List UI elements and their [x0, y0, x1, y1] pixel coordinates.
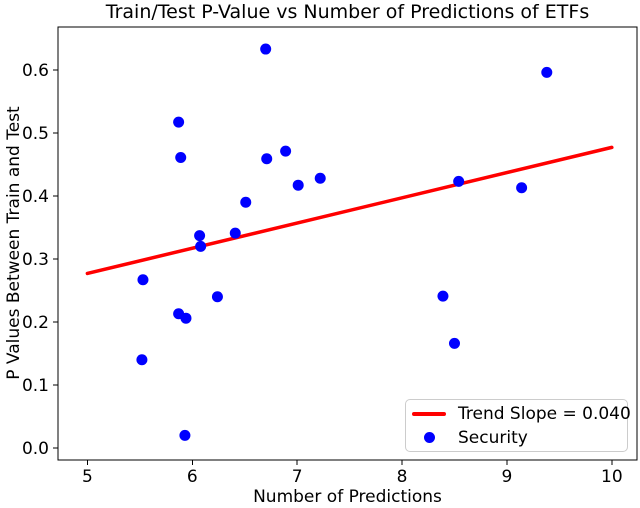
y-tick-label: 0.5 — [22, 124, 49, 144]
scatter-point — [175, 151, 187, 163]
x-tick-label: 6 — [187, 467, 198, 487]
scatter-point — [314, 172, 326, 184]
x-axis-label: Number of Predictions — [253, 487, 442, 507]
y-tick-label: 0.6 — [22, 61, 49, 81]
scatter-point — [453, 175, 465, 187]
legend-item-trend: Trend Slope = 0.040 — [412, 402, 631, 426]
plot-frame — [57, 26, 638, 461]
scatter-point — [260, 43, 272, 55]
x-tick-label: 10 — [601, 467, 623, 487]
trend-line — [85, 145, 614, 276]
scatter-point — [136, 354, 148, 366]
scatter-point — [137, 274, 149, 286]
scatter-point — [211, 291, 223, 303]
y-tick-label: 0.1 — [22, 376, 49, 396]
x-tick-label: 5 — [82, 467, 93, 487]
scatter-point — [292, 179, 304, 191]
scatter-point — [195, 240, 207, 252]
legend-label-security: Security — [458, 427, 528, 448]
scatter-point — [280, 145, 292, 157]
scatter-point — [180, 312, 192, 324]
security-marker-swatch — [423, 432, 435, 443]
scatter-point — [173, 116, 185, 128]
y-tick-label: 0.4 — [22, 187, 49, 207]
scatter-point — [229, 227, 241, 239]
y-tick-label: 0.2 — [22, 313, 49, 333]
legend-item-security: Security — [412, 426, 627, 450]
legend-label-trend: Trend Slope = 0.040 — [458, 403, 631, 424]
scatter-point — [261, 153, 273, 165]
x-tick-label: 9 — [502, 467, 513, 487]
x-tick-label: 7 — [292, 467, 303, 487]
scatter-point — [448, 337, 460, 349]
scatter-point — [437, 290, 449, 302]
scatter-point — [240, 196, 252, 208]
scatter-point — [179, 429, 191, 441]
trend-line-swatch — [412, 411, 446, 416]
scatter-point — [516, 182, 528, 194]
scatter-point — [541, 66, 553, 78]
y-tick-label: 0.3 — [22, 250, 49, 270]
x-tick-label: 8 — [397, 467, 408, 487]
chart-title: Train/Test P-Value vs Number of Predicti… — [105, 1, 590, 23]
y-tick-label: 0.0 — [22, 439, 49, 459]
trend-swatch-wrap — [412, 411, 446, 416]
scatter-point — [194, 230, 206, 242]
legend: Trend Slope = 0.040 Security — [405, 399, 631, 452]
security-swatch-wrap — [412, 432, 446, 443]
